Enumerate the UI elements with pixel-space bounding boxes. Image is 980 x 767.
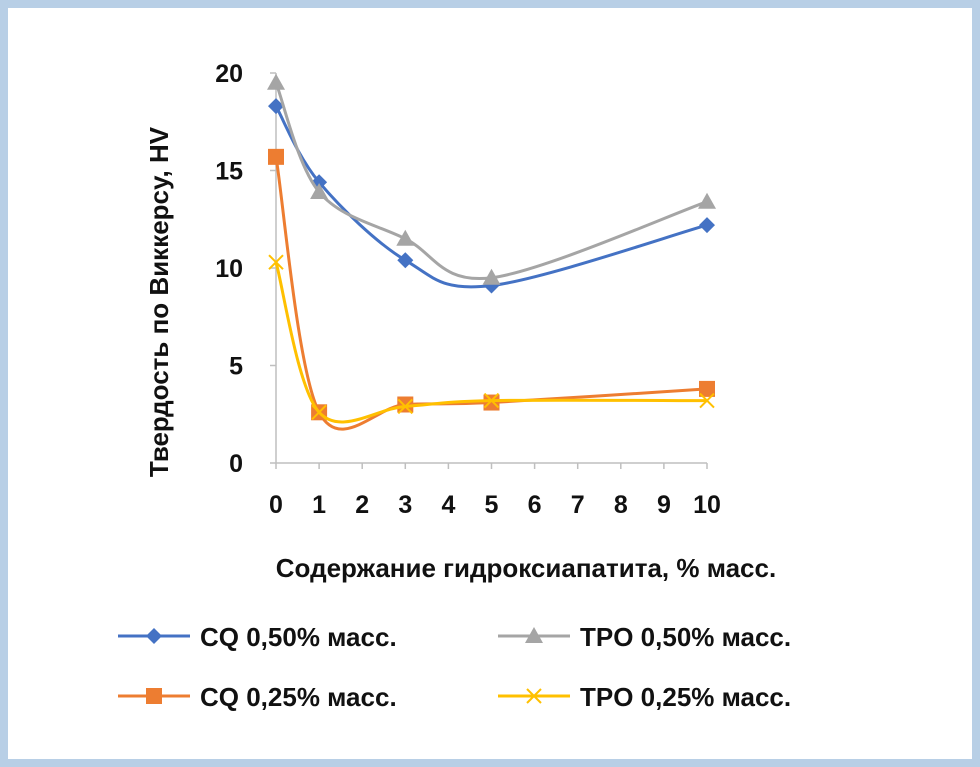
legend-item: TPO 0,50% масс. [498,622,791,652]
x-tick-label: 6 [528,491,542,519]
data-point [268,98,284,115]
data-point [397,252,414,269]
data-point [311,404,327,421]
x-tick-label: 9 [657,491,671,519]
legend-item: TPO 0,25% масс. [498,682,791,712]
legend-item: CQ 0,25% масс. [118,682,397,712]
data-point [698,192,716,209]
legend-marker [146,688,162,704]
x-tick-label: 1 [312,491,326,519]
y-tick-label: 20 [215,60,243,88]
data-point [397,396,414,413]
legend-label: CQ 0,50% масс. [200,622,397,652]
data-point [310,182,329,199]
x-tick-label: 10 [693,491,721,519]
y-tick-label: 0 [229,450,243,478]
axes: 0 5 10 15 20 0 1 2 3 4 5 6 7 8 9 10 [215,60,721,519]
series-line [274,105,708,289]
y-tick-label: 15 [215,158,243,186]
y-tick-label: 10 [215,255,243,283]
data-point [483,394,500,411]
x-tick-label: 3 [398,491,412,519]
series-3 [268,254,715,424]
data-point [268,148,284,165]
data-point [268,254,284,270]
x-tick-label: 4 [441,491,455,519]
data-point [699,217,715,234]
series-0 [268,98,715,294]
x-tick-label: 5 [485,491,499,519]
x-tick-label: 7 [571,491,585,519]
data-point [483,392,500,409]
data-point [267,73,285,90]
y-axis-title: Твердость по Виккерсу, HV [144,126,174,477]
x-axis-title: Содержание гидроксиапатита, % масс. [276,553,776,583]
data-point [699,380,715,397]
legend-marker [146,628,162,644]
data-point [482,268,501,285]
series-line [274,82,708,281]
legend-marker [525,627,543,643]
data-point [397,398,414,415]
legend-label: TPO 0,25% масс. [580,682,791,712]
y-tick-label: 5 [229,353,243,381]
legend-label: CQ 0,25% масс. [200,682,397,712]
x-tick-label: 2 [355,491,369,519]
legend-label: TPO 0,50% масс. [580,622,791,652]
legend-item: CQ 0,50% масс. [118,622,397,652]
data-point [699,392,715,409]
legend-marker [526,688,542,704]
series-layer [267,73,716,431]
series-1 [267,73,716,285]
x-tick-label: 0 [269,491,283,519]
data-point [396,229,415,246]
legend: CQ 0,50% масс. TPO 0,50% масс. CQ 0,25% ма… [118,622,791,712]
x-tick-label: 8 [614,491,628,519]
figure-frame [8,8,972,759]
